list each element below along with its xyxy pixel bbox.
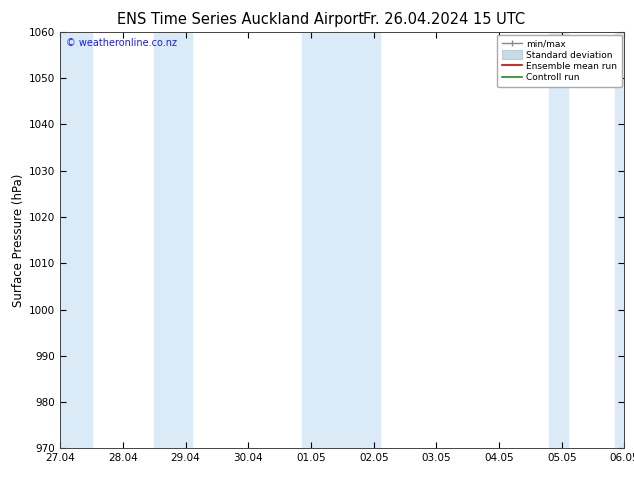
Y-axis label: Surface Pressure (hPa): Surface Pressure (hPa) <box>12 173 25 307</box>
Bar <box>154 32 192 448</box>
Bar <box>342 32 380 448</box>
Text: Fr. 26.04.2024 15 UTC: Fr. 26.04.2024 15 UTC <box>363 12 525 27</box>
Bar <box>54 32 91 448</box>
Text: ENS Time Series Auckland Airport: ENS Time Series Auckland Airport <box>117 12 365 27</box>
Bar <box>615 32 631 448</box>
Legend: min/max, Standard deviation, Ensemble mean run, Controll run: min/max, Standard deviation, Ensemble me… <box>498 35 622 87</box>
Bar <box>302 32 342 448</box>
Bar <box>549 32 568 448</box>
Text: © weatheronline.co.nz: © weatheronline.co.nz <box>66 38 177 48</box>
